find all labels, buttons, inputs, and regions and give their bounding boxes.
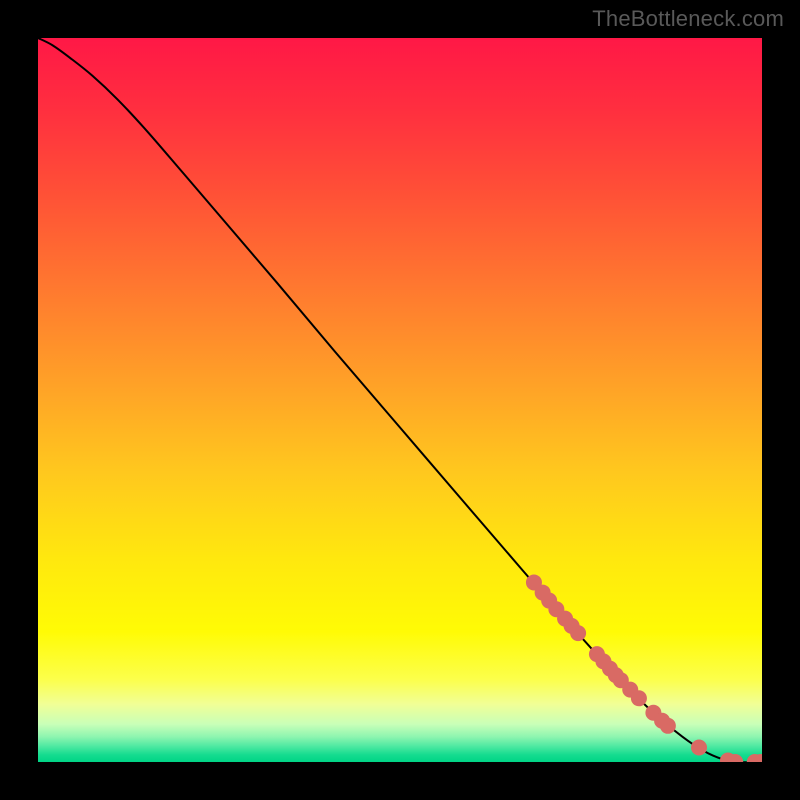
chart-plot-area xyxy=(38,38,762,762)
watermark-text: TheBottleneck.com xyxy=(592,6,784,32)
curve-marker xyxy=(691,740,707,756)
bottleneck-curve-chart xyxy=(38,38,762,762)
chart-background xyxy=(38,38,762,762)
curve-marker xyxy=(570,625,586,641)
curve-marker xyxy=(631,690,647,706)
curve-marker xyxy=(660,718,676,734)
